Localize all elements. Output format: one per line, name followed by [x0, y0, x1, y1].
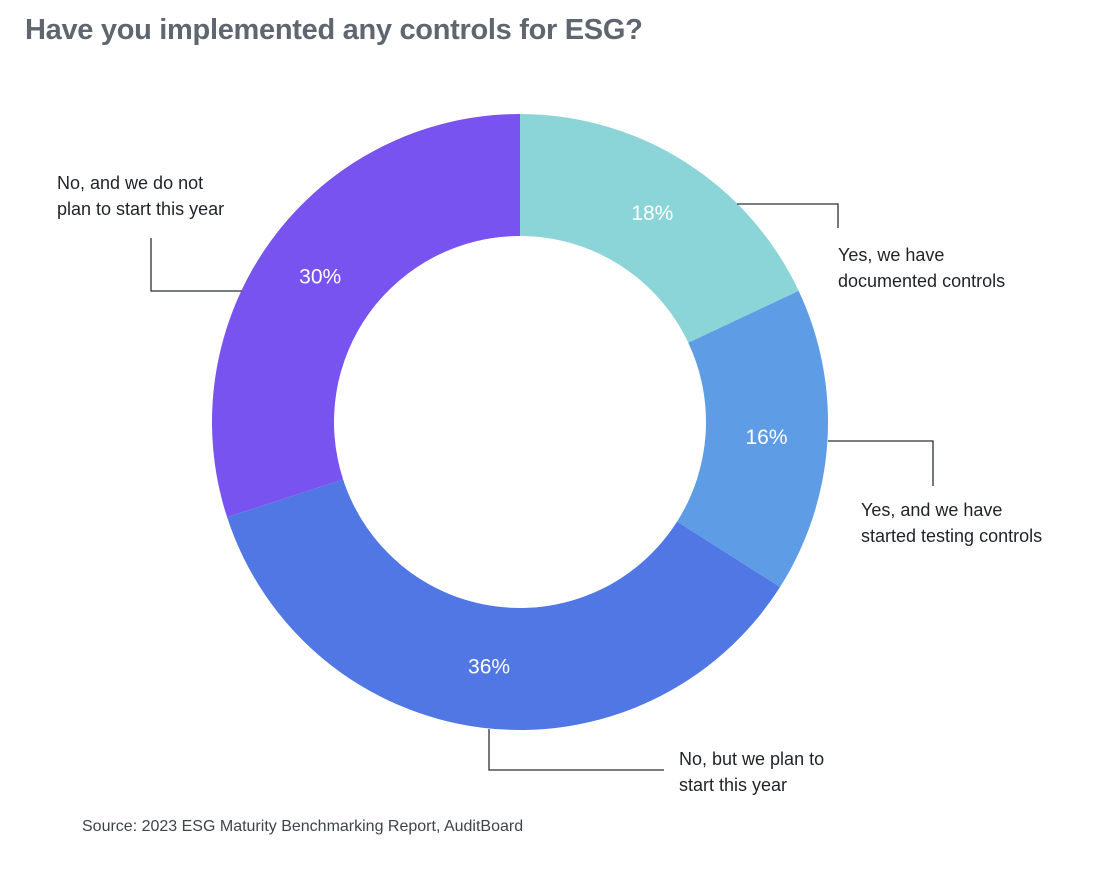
slice-label-line: documented controls: [838, 271, 1006, 291]
percent-label-documented: 18%: [631, 202, 673, 225]
leader-line-no-plan: [150, 238, 242, 292]
slice-label-line: No, and we do not: [57, 173, 204, 193]
slice-label-line: plan to start this year: [57, 199, 225, 219]
slice-label-line: started testing controls: [861, 526, 1043, 546]
percent-label-testing: 16%: [745, 426, 787, 449]
slice-no-plan: [211, 114, 520, 518]
slice-documented: [520, 114, 799, 343]
slice-label-testing: Yes, and we have started testing control…: [861, 497, 1042, 549]
slice-label-line: start this year: [679, 775, 788, 795]
slice-testing: [677, 290, 828, 588]
slice-label-line: Yes, and we have: [861, 500, 1003, 520]
percent-labels: 18% 16% 36% 30%: [299, 202, 787, 679]
slice-plan-this-year: [227, 479, 781, 730]
percent-label-no-plan: 30%: [299, 265, 341, 288]
donut-slices: [211, 114, 828, 730]
slice-label-no-plan: No, and we do not plan to start this yea…: [57, 170, 224, 222]
slice-label-line: Yes, we have: [838, 245, 945, 265]
slice-label-line: No, but we plan to: [679, 749, 825, 769]
slice-label-documented: Yes, we have documented controls: [838, 242, 1005, 294]
chart-title: Have you implemented any controls for ES…: [25, 14, 643, 46]
leader-line-plan-this-year: [488, 729, 664, 771]
leader-lines: [150, 203, 934, 771]
leader-line-documented: [737, 203, 839, 228]
percent-label-plan-this-year: 36%: [468, 656, 510, 679]
leader-line-testing: [828, 440, 934, 486]
slice-label-plan-this-year: No, but we plan to start this year: [679, 746, 824, 798]
source-note: Source: 2023 ESG Maturity Benchmarking R…: [82, 818, 524, 835]
